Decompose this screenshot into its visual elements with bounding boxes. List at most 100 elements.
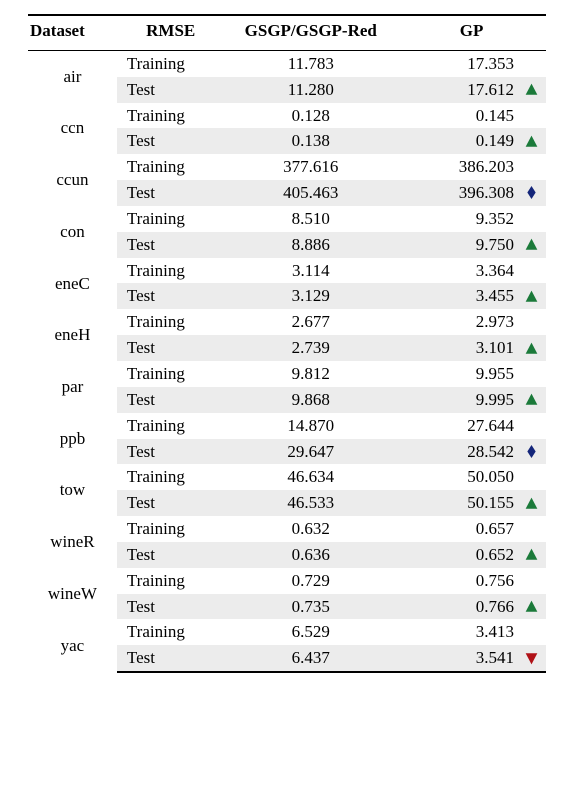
rmse-label: Test	[117, 387, 225, 413]
rmse-label: Test	[117, 128, 225, 154]
gp-value: 3.541	[397, 645, 546, 672]
table-row: ccnTraining0.1280.145	[28, 103, 546, 129]
gsgp-value: 8.510	[224, 206, 397, 232]
gp-number: 386.203	[459, 158, 514, 176]
table-row: conTraining8.5109.352	[28, 206, 546, 232]
gsgp-value: 14.870	[224, 413, 397, 439]
table-row: towTraining46.63450.050	[28, 464, 546, 490]
gp-number: 0.756	[476, 572, 514, 590]
dataset-name: yac	[28, 619, 117, 672]
gp-number: 3.541	[476, 649, 514, 667]
gp-number: 396.308	[459, 184, 514, 202]
gp-value: 396.308	[397, 180, 546, 206]
gsgp-value: 6.437	[224, 645, 397, 672]
gp-value: 17.612	[397, 77, 546, 103]
results-table: Dataset RMSE GSGP/GSGP-Red GP airTrainin…	[28, 14, 546, 673]
dataset-name: wineW	[28, 568, 117, 620]
dataset-name: con	[28, 206, 117, 258]
gsgp-value: 2.739	[224, 335, 397, 361]
rmse-label: Training	[117, 361, 225, 387]
triangle-up-icon	[524, 290, 538, 303]
rmse-label: Training	[117, 568, 225, 594]
col-gsgp: GSGP/GSGP-Red	[224, 15, 397, 50]
triangle-up-icon	[524, 135, 538, 148]
gsgp-value: 0.636	[224, 542, 397, 568]
dataset-name: ccun	[28, 154, 117, 206]
rmse-label: Test	[117, 542, 225, 568]
gp-number: 9.750	[476, 236, 514, 254]
diamond-icon	[524, 445, 538, 458]
gp-value: 386.203	[397, 154, 546, 180]
triangle-up-icon	[524, 83, 538, 96]
rmse-label: Test	[117, 490, 225, 516]
gp-value: 0.652	[397, 542, 546, 568]
gsgp-value: 0.735	[224, 594, 397, 620]
gp-value: 9.955	[397, 361, 546, 387]
gsgp-value: 3.129	[224, 283, 397, 309]
gsgp-value: 0.128	[224, 103, 397, 129]
dataset-name: par	[28, 361, 117, 413]
rmse-label: Test	[117, 439, 225, 465]
gsgp-value: 9.868	[224, 387, 397, 413]
gp-value: 9.352	[397, 206, 546, 232]
dataset-name: wineR	[28, 516, 117, 568]
gp-number: 17.353	[467, 55, 514, 73]
table-row: airTraining11.78317.353	[28, 50, 546, 76]
rmse-label: Training	[117, 413, 225, 439]
gsgp-value: 377.616	[224, 154, 397, 180]
gsgp-value: 9.812	[224, 361, 397, 387]
gp-value: 0.766	[397, 594, 546, 620]
table-row: ccunTraining377.616386.203	[28, 154, 546, 180]
rmse-label: Test	[117, 594, 225, 620]
gp-number: 9.995	[476, 391, 514, 409]
gsgp-value: 0.138	[224, 128, 397, 154]
header-row: Dataset RMSE GSGP/GSGP-Red GP	[28, 15, 546, 50]
gsgp-value: 2.677	[224, 309, 397, 335]
gp-value: 50.050	[397, 464, 546, 490]
triangle-up-icon	[524, 600, 538, 613]
gp-number: 0.149	[476, 132, 514, 150]
gsgp-value: 11.280	[224, 77, 397, 103]
dataset-name: ppb	[28, 413, 117, 465]
table-row: eneCTraining3.1143.364	[28, 258, 546, 284]
table-row: yacTraining6.5293.413	[28, 619, 546, 645]
table-row: eneHTraining2.6772.973	[28, 309, 546, 335]
rmse-label: Training	[117, 516, 225, 542]
diamond-icon	[524, 186, 538, 199]
gp-value: 27.644	[397, 413, 546, 439]
col-rmse: RMSE	[117, 15, 225, 50]
table-row: ppbTraining14.87027.644	[28, 413, 546, 439]
gp-number: 3.101	[476, 339, 514, 357]
dataset-name: ccn	[28, 103, 117, 155]
gp-number: 0.657	[476, 520, 514, 538]
rmse-label: Training	[117, 103, 225, 129]
gp-value: 0.756	[397, 568, 546, 594]
table-row: wineWTraining0.7290.756	[28, 568, 546, 594]
rmse-label: Training	[117, 619, 225, 645]
rmse-label: Test	[117, 77, 225, 103]
gp-number: 0.652	[476, 546, 514, 564]
dataset-name: eneH	[28, 309, 117, 361]
gsgp-value: 29.647	[224, 439, 397, 465]
rmse-label: Training	[117, 50, 225, 76]
gp-value: 3.101	[397, 335, 546, 361]
gp-value: 0.657	[397, 516, 546, 542]
table-row: wineRTraining0.6320.657	[28, 516, 546, 542]
rmse-label: Training	[117, 154, 225, 180]
rmse-label: Test	[117, 283, 225, 309]
gp-number: 17.612	[467, 81, 514, 99]
gp-value: 0.149	[397, 128, 546, 154]
gp-number: 9.352	[476, 210, 514, 228]
gsgp-value: 405.463	[224, 180, 397, 206]
triangle-up-icon	[524, 342, 538, 355]
gp-value: 3.364	[397, 258, 546, 284]
rmse-label: Training	[117, 206, 225, 232]
rmse-label: Training	[117, 464, 225, 490]
triangle-up-icon	[524, 238, 538, 251]
gp-number: 9.955	[476, 365, 514, 383]
gp-value: 28.542	[397, 439, 546, 465]
rmse-label: Test	[117, 645, 225, 672]
gp-number: 28.542	[467, 443, 514, 461]
col-dataset: Dataset	[28, 15, 117, 50]
gsgp-value: 46.533	[224, 490, 397, 516]
